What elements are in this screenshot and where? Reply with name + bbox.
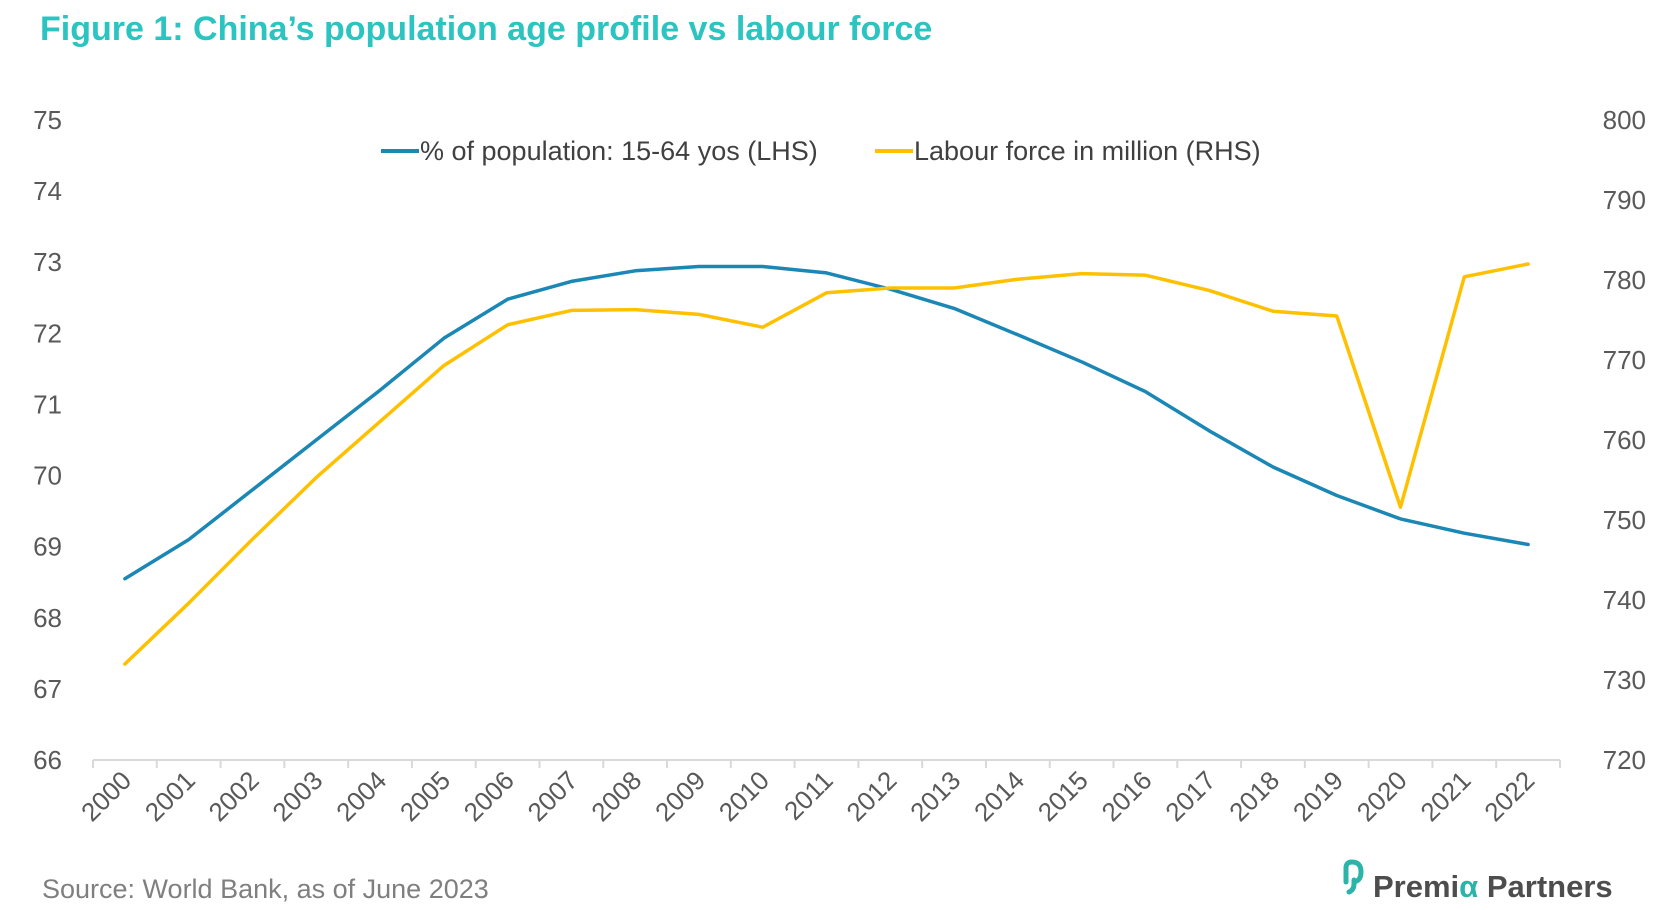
x-tick-label: 2015 (1032, 765, 1094, 827)
x-tick-label: 2020 (1351, 765, 1413, 827)
series-line-rhs (123, 262, 1530, 666)
logo-mark-icon (1343, 859, 1364, 895)
chart-title: Figure 1: China’s population age profile… (40, 10, 932, 48)
x-tick-label: 2011 (778, 765, 839, 826)
right-tick-label: 730 (1603, 665, 1646, 695)
right-tick-label: 740 (1603, 585, 1646, 615)
x-tick-label: 2002 (203, 765, 265, 827)
x-tick-label: 2018 (1223, 765, 1285, 827)
right-tick-label: 780 (1603, 265, 1646, 295)
axes (92, 759, 1561, 768)
x-tick-label: 2004 (330, 765, 392, 827)
legend-label-rhs: Labour force in million (RHS) (914, 136, 1261, 166)
right-tick-label: 720 (1603, 745, 1646, 775)
right-axis-ticks: 720 730 740 750 760 770 780 790 800 (1603, 105, 1646, 775)
logo-text-partners: Partners (1478, 869, 1612, 904)
logo-text-premi: Premi (1373, 869, 1459, 904)
x-tick-label: 2009 (649, 765, 711, 827)
left-tick-label: 70 (33, 461, 62, 491)
left-tick-label: 67 (33, 674, 62, 704)
x-tick-label: 2017 (1159, 765, 1221, 827)
x-tick-label: 2021 (1414, 765, 1476, 827)
x-tick-label: 2006 (458, 765, 520, 827)
left-tick-label: 73 (33, 247, 62, 277)
left-tick-label: 68 (33, 603, 62, 633)
right-tick-label: 760 (1603, 425, 1646, 455)
x-tick-label: 2016 (1096, 765, 1158, 827)
x-tick-label: 2008 (585, 765, 647, 827)
right-tick-label: 750 (1603, 505, 1646, 535)
series-line-lhs (123, 264, 1530, 581)
left-tick-label: 66 (33, 745, 62, 775)
left-tick-label: 74 (33, 176, 62, 206)
x-tick-label: 2014 (968, 765, 1030, 827)
x-tick-label: 2000 (75, 765, 137, 827)
x-axis-ticks: 2000 2001 2002 2003 2004 2005 2006 2007 2008 2009… (75, 765, 1540, 827)
x-tick-label: 2012 (840, 765, 902, 827)
series-lines (123, 262, 1530, 666)
premia-partners-logo: Premiα Partners (1343, 859, 1613, 904)
left-axis-ticks: 66 67 68 69 70 71 72 73 74 75 (33, 105, 62, 775)
logo-text-alpha: α (1459, 869, 1478, 904)
right-tick-label: 800 (1603, 105, 1646, 135)
x-tick-label: 2003 (266, 765, 328, 827)
x-tick-label: 2019 (1287, 765, 1349, 827)
legend-label-lhs: % of population: 15-64 yos (LHS) (420, 136, 818, 166)
left-tick-label: 69 (33, 532, 62, 562)
x-tick-label: 2022 (1478, 765, 1540, 827)
right-tick-label: 770 (1603, 345, 1646, 375)
left-tick-label: 72 (33, 318, 62, 348)
left-tick-label: 71 (33, 389, 62, 419)
x-tick-label: 2010 (713, 765, 775, 827)
left-tick-label: 75 (33, 105, 62, 135)
x-tick-label: 2013 (904, 765, 966, 827)
x-tick-label: 2007 (521, 765, 583, 827)
x-tick-label: 2005 (394, 765, 456, 827)
source-note: Source: World Bank, as of June 2023 (42, 874, 489, 904)
legend: % of population: 15-64 yos (LHS) Labour … (381, 136, 1261, 166)
logo-wordmark: Premiα Partners (1373, 869, 1613, 904)
x-tick-label: 2001 (139, 765, 201, 827)
right-tick-label: 790 (1603, 185, 1646, 215)
